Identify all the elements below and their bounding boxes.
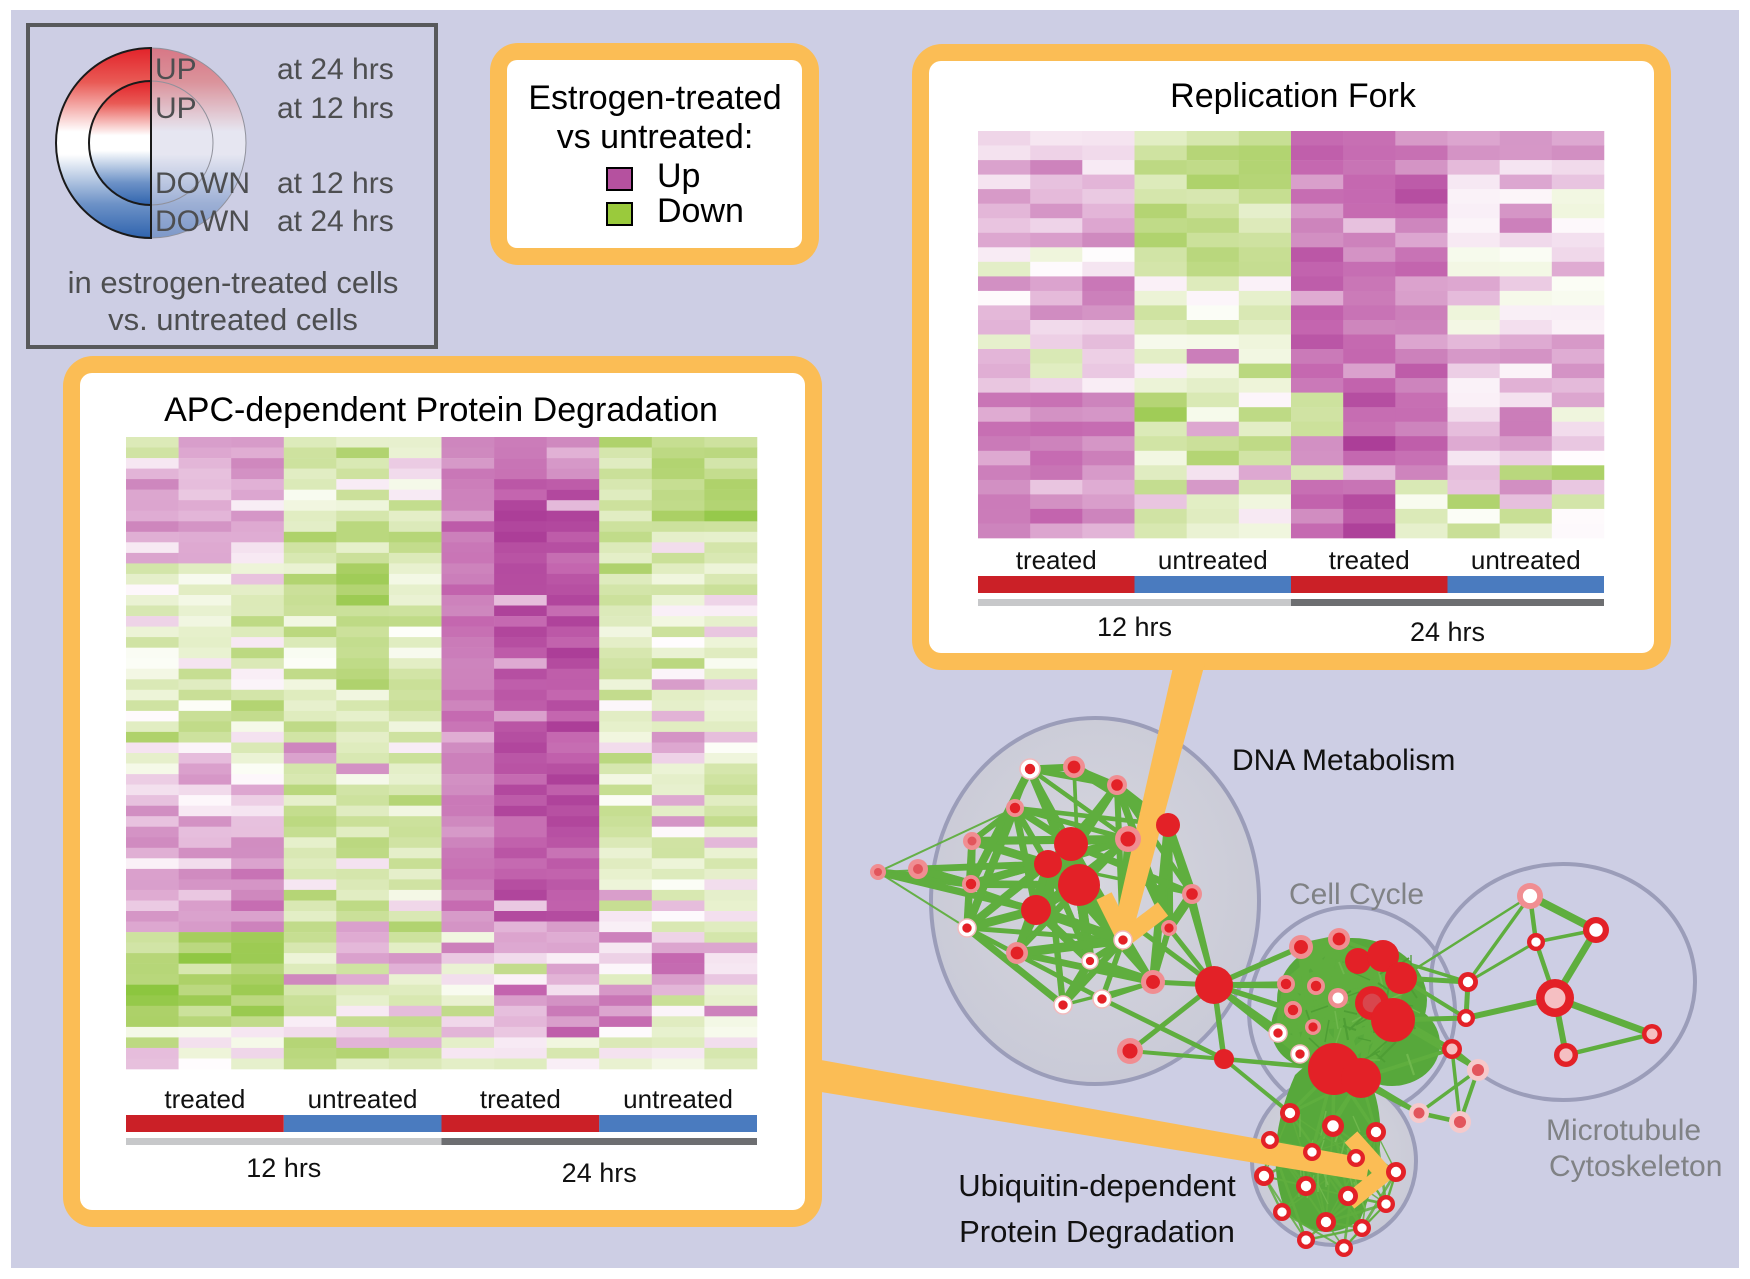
svg-text:treated: treated xyxy=(164,1084,245,1114)
svg-text:Cytoskeleton: Cytoskeleton xyxy=(1549,1150,1722,1183)
svg-text:at 12 hrs: at 12 hrs xyxy=(277,167,394,200)
svg-text:Protein Degradation: Protein Degradation xyxy=(959,1214,1235,1249)
svg-text:vs untreated:: vs untreated: xyxy=(557,118,754,156)
svg-text:DOWN: DOWN xyxy=(155,167,250,200)
svg-text:treated: treated xyxy=(1016,545,1097,575)
svg-text:at 12 hrs: at 12 hrs xyxy=(277,92,394,125)
svg-text:treated: treated xyxy=(480,1084,561,1114)
svg-text:DNA Metabolism: DNA Metabolism xyxy=(1232,744,1455,777)
svg-text:Up: Up xyxy=(657,157,700,195)
svg-text:Down: Down xyxy=(657,192,744,230)
svg-text:in estrogen-treated cells: in estrogen-treated cells xyxy=(68,265,399,300)
svg-text:24 hrs: 24 hrs xyxy=(1410,617,1485,647)
svg-text:untreated: untreated xyxy=(623,1084,733,1114)
svg-text:UP: UP xyxy=(155,92,197,125)
svg-text:untreated: untreated xyxy=(1471,545,1581,575)
svg-text:treated: treated xyxy=(1329,545,1410,575)
svg-text:vs. untreated cells: vs. untreated cells xyxy=(108,302,358,337)
svg-text:untreated: untreated xyxy=(308,1084,418,1114)
svg-text:APC-dependent Protein Degradat: APC-dependent Protein Degradation xyxy=(164,391,718,429)
svg-text:Ubiquitin-dependent: Ubiquitin-dependent xyxy=(958,1168,1236,1203)
svg-text:at 24 hrs: at 24 hrs xyxy=(277,205,394,238)
svg-text:24 hrs: 24 hrs xyxy=(562,1158,637,1188)
svg-text:Estrogen-treated: Estrogen-treated xyxy=(528,79,781,117)
svg-text:at 24 hrs: at 24 hrs xyxy=(277,53,394,86)
svg-text:12 hrs: 12 hrs xyxy=(1097,612,1172,642)
svg-text:Replication Fork: Replication Fork xyxy=(1170,77,1417,115)
svg-text:untreated: untreated xyxy=(1158,545,1268,575)
svg-text:Microtubule: Microtubule xyxy=(1546,1114,1701,1147)
svg-text:Cell Cycle: Cell Cycle xyxy=(1289,878,1424,911)
svg-text:UP: UP xyxy=(155,53,197,86)
svg-text:12 hrs: 12 hrs xyxy=(246,1153,321,1183)
svg-text:DOWN: DOWN xyxy=(155,205,250,238)
